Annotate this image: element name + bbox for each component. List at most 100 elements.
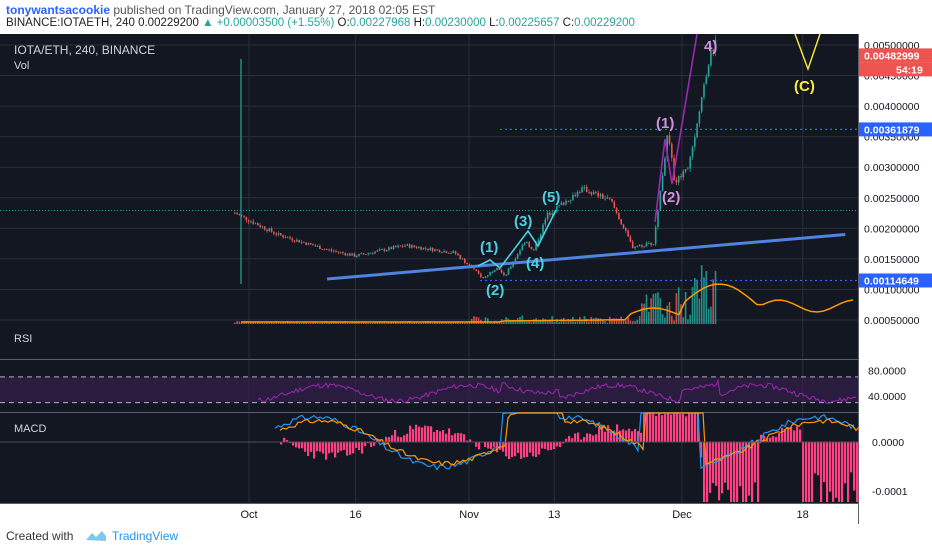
candle-body [399,245,402,247]
volume-bar [461,321,464,324]
macd-histogram-bar [385,436,388,442]
candle-body [443,251,445,253]
indicators [0,378,860,502]
volume-bar [569,319,572,324]
volume-bar [300,322,303,324]
candle-body [385,250,388,252]
volume-bar [530,322,533,324]
candle-body [682,171,685,178]
candle-body [510,266,512,269]
time-axis[interactable] [0,504,858,524]
wave-label: (2) [662,189,680,206]
candle-body [629,236,632,242]
volume-bar [291,322,294,324]
volume-bar [680,304,682,324]
volume-bar [618,318,620,324]
chart-area[interactable]: (1) (2) (3) (4) (5) (1) (2) 4) (C) 0.00500000 0.0… [0,33,932,524]
candle-body [447,252,450,254]
macd-histogram-bar [811,442,814,502]
author-link[interactable]: tonywantsacookie [6,3,111,17]
macd-histogram-bar [388,437,391,442]
candle-body [468,264,471,266]
x-tick-label: 18 [797,509,809,521]
macd-histogram-bar [376,440,379,442]
volume-bar [648,311,650,324]
macd-histogram-bar [427,426,430,442]
macd-histogram-bar [409,425,412,442]
candle-body [275,233,278,235]
candle-body [316,246,319,247]
macd-histogram-bar [703,442,706,502]
candle-body [652,244,655,246]
macd-histogram-bar [505,442,508,457]
candle-body [597,192,600,197]
volume-bar [404,322,406,324]
publish-text: published on TradingView.com, January 27… [113,3,436,17]
high-label: H: [413,17,426,29]
candle-body [332,250,335,252]
volume-bar [349,322,351,324]
footer: Created with TradingView [0,524,932,550]
macd-histogram-bar [310,442,313,452]
price-tag [859,122,932,137]
volume-bar [266,321,268,324]
volume-bar [252,322,255,324]
macd-histogram-bar [760,434,763,442]
volume-bar [395,322,397,324]
macd-histogram-bar [676,413,679,442]
open-value: 0.00227968 [349,17,411,29]
candle-body [415,246,418,249]
volume-bar [643,303,646,324]
macd-histogram-bar [298,442,301,449]
candle-body [615,207,618,213]
volume-bar [305,322,307,324]
candle-body [668,135,671,144]
candle-body [344,253,347,256]
wave-label: (5) [542,189,560,206]
volume-bar [615,318,618,324]
chart-svg[interactable]: (1) (2) (3) (4) (5) (1) (2) 4) (C) 0.005000000.0… [0,33,932,524]
candle-body [583,186,586,188]
tradingview-logo-icon [86,531,106,541]
macd-histogram-bar [319,442,322,452]
volume-bar [293,321,296,324]
macd-histogram-bar [538,442,541,455]
macd-histogram-bar [829,442,832,492]
y-tick-label: 0.00250000 [864,193,920,205]
candle-body [420,247,422,250]
macd-histogram-bar [748,442,751,496]
macd-histogram-bar [406,433,409,442]
up-arrow-icon: ▲ [202,17,214,29]
rsi-line [257,378,857,404]
candle-body [650,242,652,245]
candle-body [514,258,517,263]
volume-bar [360,322,363,324]
tradingview-link[interactable]: TradingView [112,529,179,543]
candle-body [657,210,659,228]
macd-histogram-bar [565,438,568,442]
axis-labels: 0.005000000.004500000.004000000.00350000… [240,40,932,521]
macd-histogram-bar [694,413,697,442]
candle-body [519,250,521,255]
candle-body [516,254,519,259]
macd-histogram-bar [316,442,319,452]
x-tick-label: 13 [548,509,560,521]
macd-histogram-bar [445,433,448,442]
macd-histogram-bar [535,442,538,457]
candle-body [397,245,399,248]
macd-separator [0,412,858,413]
volume-bar [641,303,643,324]
volume-bar [666,305,669,324]
volume-bar [289,322,291,324]
volume-bar [691,287,694,324]
volume-label: Vol [14,60,29,72]
candle-body [263,226,266,230]
candle-body [671,143,673,158]
macd-histogram-bar [736,442,739,502]
volume-bar [694,278,696,324]
volume-bar [482,321,485,324]
ohlc-line: BINANCE:IOTAETH, 240 0.00229200 ▲ +0.000… [6,17,635,29]
macd-histogram-bar [706,442,709,502]
volume-bar [413,322,416,324]
candle-body [542,224,544,234]
